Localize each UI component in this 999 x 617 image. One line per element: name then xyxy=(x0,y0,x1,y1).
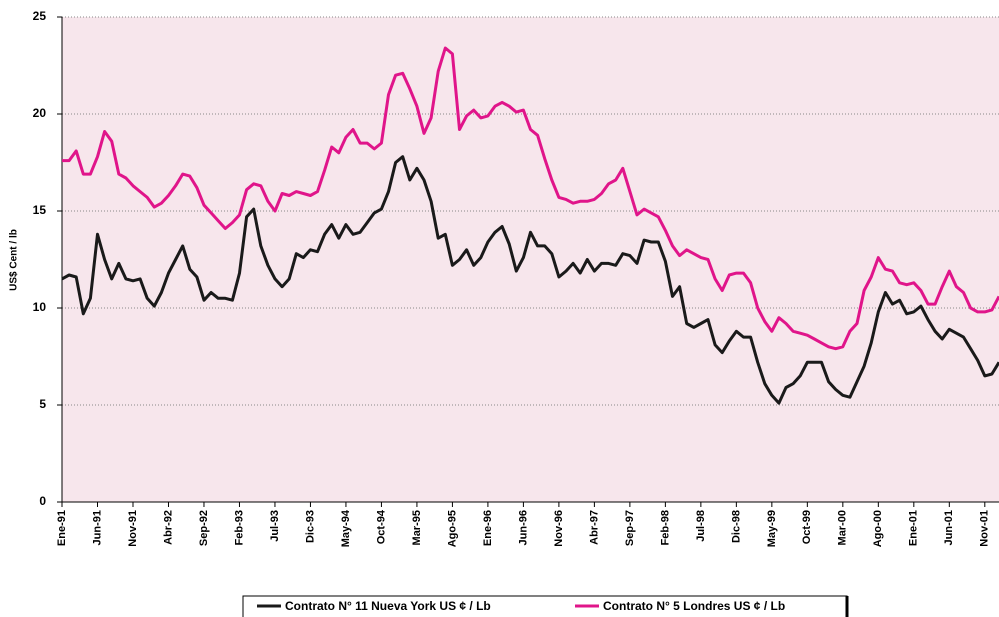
x-tick-label: Jul-98 xyxy=(695,510,707,542)
y-tick-label: 20 xyxy=(33,106,47,120)
x-tick-label: Abr-97 xyxy=(588,510,600,545)
x-tick-label: Ene-91 xyxy=(56,510,68,546)
x-tick-label: May-99 xyxy=(766,510,778,547)
x-tick-label: Ago-00 xyxy=(872,510,884,547)
legend-label: Contrato N° 5 Londres US ¢ / Lb xyxy=(603,599,785,613)
legend-label: Contrato N° 11 Nueva York US ¢ / Lb xyxy=(285,599,491,613)
x-tick-label: Sep-97 xyxy=(624,510,636,546)
y-axis-label: US$ Cent / lb xyxy=(9,229,20,291)
x-tick-label: Ene-01 xyxy=(908,510,920,546)
x-tick-label: Mar-95 xyxy=(411,510,423,545)
x-tick-label: Jun-01 xyxy=(943,510,955,545)
x-tick-label: Nov-91 xyxy=(127,510,139,547)
x-tick-label: Feb-93 xyxy=(233,510,245,545)
x-tick-label: Dic-93 xyxy=(304,510,316,543)
x-tick-label: May-94 xyxy=(340,509,352,547)
x-tick-label: Dic-98 xyxy=(730,510,742,543)
y-tick-label: 0 xyxy=(39,494,46,508)
y-tick-label: 15 xyxy=(33,203,47,217)
x-tick-label: Jun-96 xyxy=(517,510,529,545)
y-tick-label: 25 xyxy=(33,9,47,23)
x-tick-label: Feb-98 xyxy=(659,510,671,545)
series-line xyxy=(61,155,999,405)
y-tick-label: 10 xyxy=(33,300,47,314)
x-tick-label: Sep-92 xyxy=(198,510,210,546)
x-tick-label: Mar-00 xyxy=(837,510,849,545)
x-tick-label: Nov-01 xyxy=(979,510,991,547)
x-tick-label: Nov-96 xyxy=(553,510,565,547)
x-tick-label: Abr-92 xyxy=(162,510,174,545)
x-tick-label: Jun-91 xyxy=(91,510,103,545)
x-tick-label: Oct-94 xyxy=(375,509,387,544)
x-tick-label: Ago-95 xyxy=(446,510,458,547)
x-tick-label: Oct-99 xyxy=(801,510,813,544)
x-tick-label: Ene-96 xyxy=(482,510,494,546)
x-tick-label: Jul-93 xyxy=(269,510,281,542)
y-tick-label: 5 xyxy=(39,397,46,411)
series-line xyxy=(62,46,999,351)
plot-background xyxy=(62,17,999,502)
